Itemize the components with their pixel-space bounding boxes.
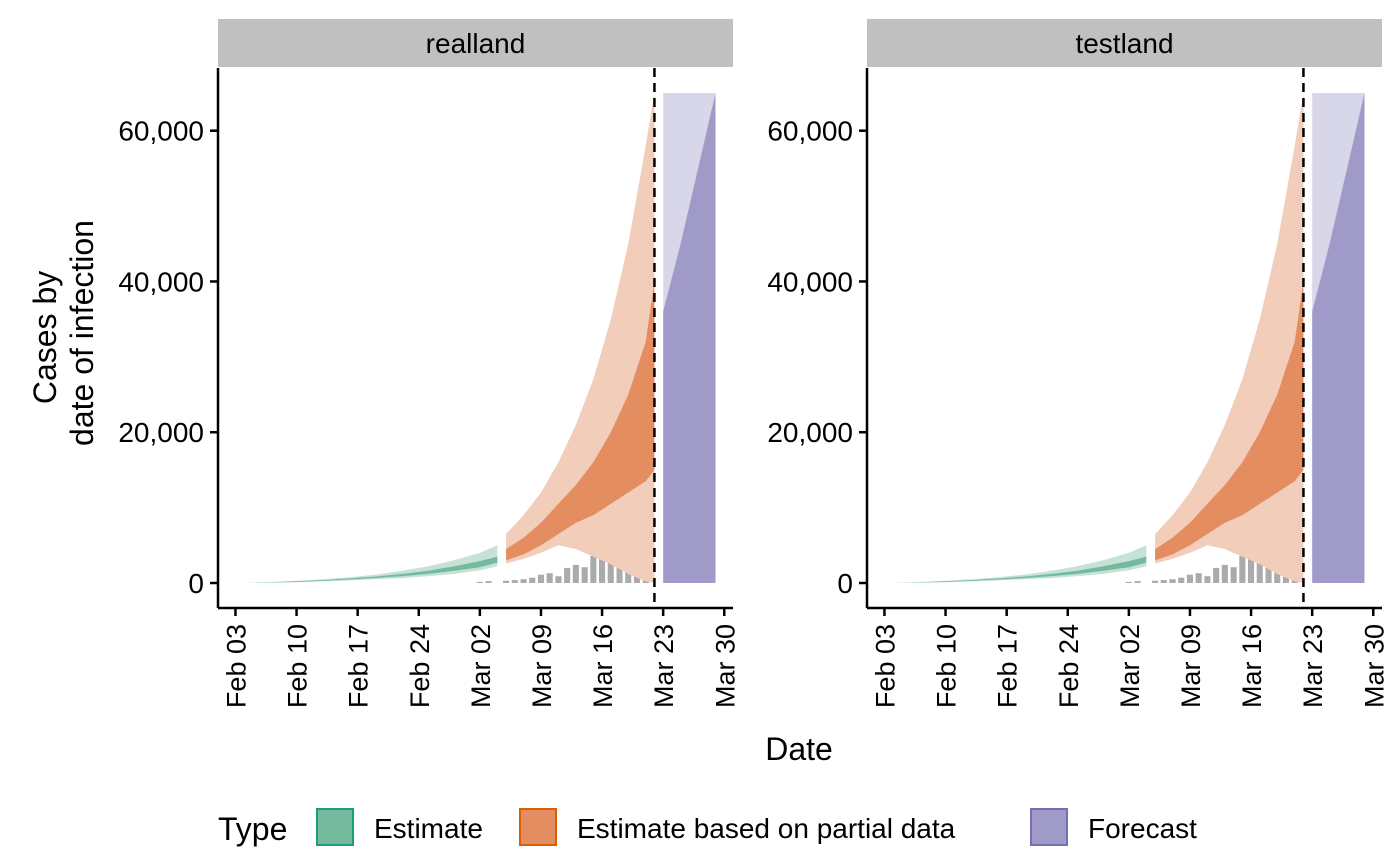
legend-label-partial: Estimate based on partial data [577, 813, 956, 844]
observed-cases-bar [581, 567, 588, 583]
x-tick-label: Feb 10 [283, 624, 313, 708]
y-tick-label: 20,000 [118, 417, 204, 448]
observed-cases-bar [1239, 555, 1246, 583]
observed-cases-bar [1204, 576, 1211, 583]
panels: realland 0 20,000 40,000 60,000 Feb 03 Feb 10 F… [118, 19, 1389, 708]
legend-label-estimate: Estimate [374, 813, 483, 844]
y-tick-label: 40,000 [767, 266, 853, 297]
observed-cases-bar [555, 576, 562, 583]
facet-strip [867, 19, 1382, 67]
y-tick-label: 0 [188, 568, 204, 599]
observed-cases-bar [616, 555, 623, 583]
observed-cases-bar [485, 581, 492, 583]
x-tick-label: Mar 16 [1237, 624, 1267, 708]
observed-cases-bar [1256, 562, 1263, 583]
observed-cases-bar [537, 574, 544, 583]
y-axis-title-line-2: date of infection [64, 220, 100, 446]
x-tick-label: Mar 02 [466, 624, 496, 708]
y-tick-label: 0 [837, 568, 853, 599]
facet-strip-label: testland [1075, 28, 1173, 59]
y-tick-label: 60,000 [118, 116, 204, 147]
observed-cases-bar [503, 580, 510, 583]
observed-cases-bar [529, 577, 536, 583]
observed-cases-bar [1125, 581, 1132, 583]
observed-cases-bar [1213, 567, 1220, 583]
estimate-inner-band [244, 556, 498, 583]
estimate-outer-band [893, 545, 1147, 583]
observed-cases-bar [590, 555, 597, 583]
observed-cases-bar [607, 562, 614, 583]
x-tick-label: Feb 03 [221, 624, 251, 708]
y-tick-label: 40,000 [118, 266, 204, 297]
legend-label-forecast: Forecast [1088, 813, 1197, 844]
observed-cases-bar [1134, 581, 1141, 583]
x-tick-label: Mar 23 [1298, 624, 1328, 708]
observed-cases-bar [1248, 558, 1255, 583]
x-tick-label: Feb 24 [405, 624, 435, 708]
legend-key-forecast [1030, 808, 1068, 846]
observed-cases-bar [520, 579, 527, 583]
partial-inner-band [506, 281, 655, 561]
partial-inner-band [1155, 281, 1304, 561]
y-tick-label: 60,000 [767, 116, 853, 147]
observed-cases-bar [564, 567, 571, 583]
observed-cases-bar [1160, 580, 1167, 583]
x-tick-label: Feb 17 [993, 624, 1023, 708]
y-axis-title: Cases by date of infection [27, 220, 100, 446]
x-tick-label: Feb 03 [870, 624, 900, 708]
x-tick-label: Mar 23 [649, 624, 679, 708]
forecast-inner-band [1312, 93, 1365, 583]
x-tick-label: Feb 17 [344, 624, 374, 708]
x-tick-label: Mar 09 [527, 624, 557, 708]
x-tick-label: Feb 24 [1054, 624, 1084, 708]
x-tick-label: Mar 09 [1176, 624, 1206, 708]
x-tick-label: Mar 30 [1359, 624, 1389, 708]
x-axis-title: Date [765, 731, 833, 767]
forecast-inner-band [663, 93, 716, 583]
observed-cases-bar [1186, 574, 1193, 583]
observed-cases-bar [1265, 555, 1272, 583]
observed-cases-bar [476, 581, 483, 583]
observed-cases-bar [572, 564, 579, 583]
observed-cases-bar [599, 558, 606, 583]
observed-cases-bar [1169, 579, 1176, 583]
observed-cases-bar [546, 573, 553, 583]
panel-realland: realland 0 20,000 40,000 60,000 Feb 03 Feb 10 F… [118, 19, 740, 708]
legend: Type Estimate Estimate based on partial … [218, 808, 1197, 847]
observed-cases-bar [1230, 567, 1237, 583]
panel-testland: testland 0 20,000 40,000 60,000 Feb 03 Feb 10 F… [767, 19, 1389, 708]
facet-strip [218, 19, 733, 67]
observed-cases-bar [511, 580, 518, 583]
legend-key-estimate [316, 808, 354, 846]
x-tick-label: Mar 30 [710, 624, 740, 708]
estimate-inner-band [893, 556, 1147, 583]
y-tick-label: 20,000 [767, 417, 853, 448]
x-tick-label: Mar 02 [1115, 624, 1145, 708]
y-axis-title-line-1: Cases by [27, 271, 63, 404]
facet-strip-label: realland [426, 28, 526, 59]
observed-cases-bar [1152, 580, 1159, 583]
legend-title: Type [218, 811, 287, 847]
observed-cases-bar [1221, 564, 1228, 583]
observed-cases-bar [1178, 577, 1185, 583]
observed-cases-bar [1195, 573, 1202, 583]
estimate-outer-band [244, 545, 498, 583]
x-tick-label: Feb 10 [932, 624, 962, 708]
x-tick-label: Mar 16 [588, 624, 618, 708]
legend-key-partial [519, 808, 557, 846]
